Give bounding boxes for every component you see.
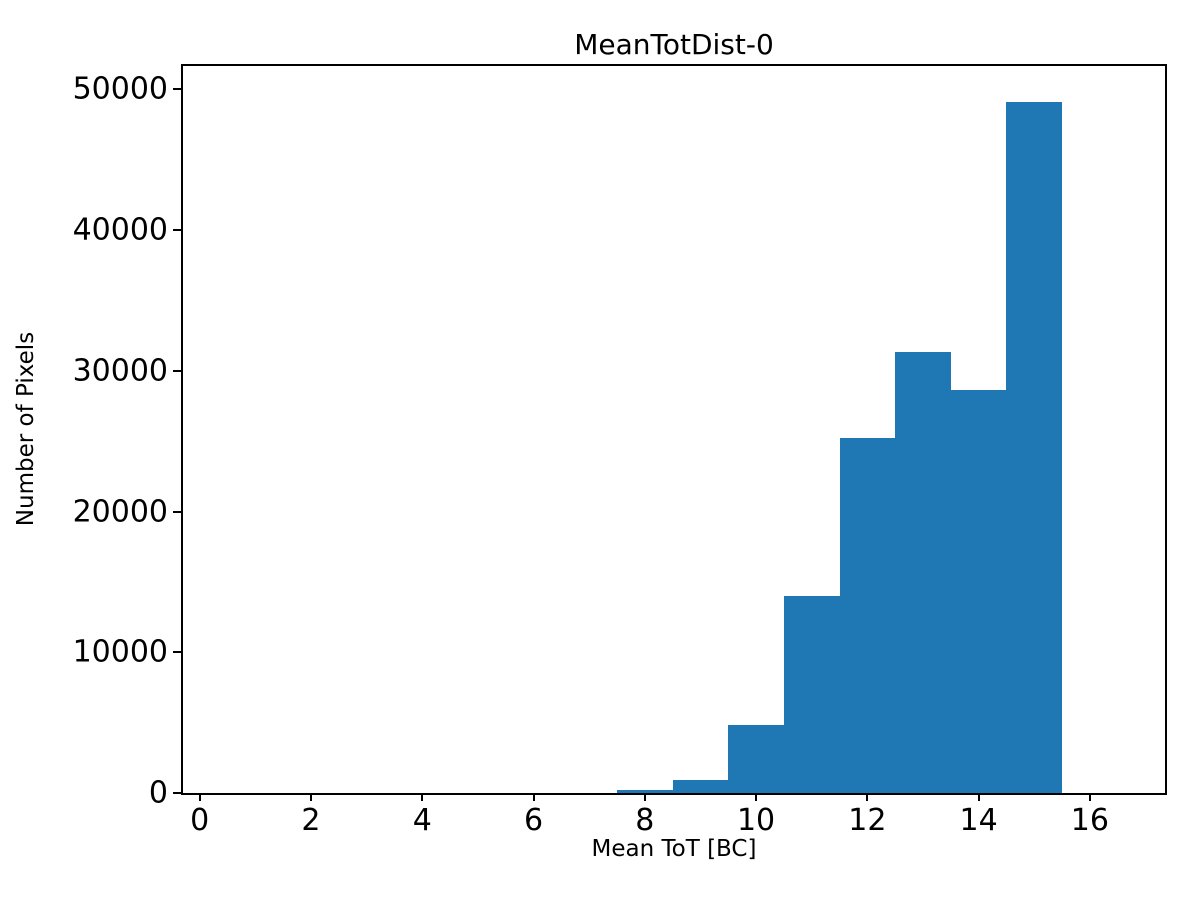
y-tick-mark	[173, 88, 181, 91]
y-tick-mark	[173, 651, 181, 654]
y-tick-label: 50000	[72, 71, 168, 107]
y-tick-mark	[173, 369, 181, 372]
y-tick-mark	[173, 510, 181, 513]
x-tick-label: 0	[190, 803, 210, 838]
histogram-bar	[950, 389, 1007, 793]
histogram-bar	[616, 790, 673, 793]
x-tick-label: 12	[848, 803, 887, 838]
x-tick-mark	[755, 793, 758, 801]
y-tick-label: 30000	[72, 353, 168, 389]
y-tick-label: 0	[148, 775, 168, 811]
x-tick-label: 16	[1070, 803, 1109, 838]
x-tick-mark	[1088, 793, 1091, 801]
histogram-bar	[895, 351, 951, 793]
x-tick-mark	[198, 793, 201, 801]
x-tick-mark	[977, 793, 980, 801]
y-tick-mark	[173, 229, 181, 232]
y-tick-mark	[173, 792, 181, 794]
x-tick-mark	[421, 793, 424, 801]
histogram-bar	[728, 725, 784, 793]
histogram-bar	[1006, 102, 1063, 793]
x-tick-label: 14	[959, 803, 998, 838]
x-tick-label: 10	[736, 803, 776, 838]
y-tick-label: 10000	[72, 634, 168, 670]
x-tick-mark	[309, 793, 312, 801]
histogram-bar	[839, 437, 896, 793]
x-tick-mark	[643, 793, 646, 801]
histogram-bar	[783, 596, 840, 793]
x-tick-mark	[532, 793, 535, 801]
x-tick-label: 8	[635, 803, 655, 838]
chart-title: MeanTotDist-0	[574, 28, 774, 61]
y-tick-label: 40000	[72, 212, 168, 248]
histogram-bar	[672, 779, 729, 793]
histogram-bars	[183, 66, 1165, 793]
x-tick-label: 4	[412, 803, 432, 838]
plot-area	[181, 64, 1167, 795]
x-axis-label: Mean ToT [BC]	[591, 836, 757, 862]
x-tick-label: 2	[301, 803, 321, 838]
y-tick-label: 20000	[72, 494, 168, 530]
x-tick-label: 6	[523, 803, 544, 838]
x-tick-mark	[866, 793, 869, 801]
